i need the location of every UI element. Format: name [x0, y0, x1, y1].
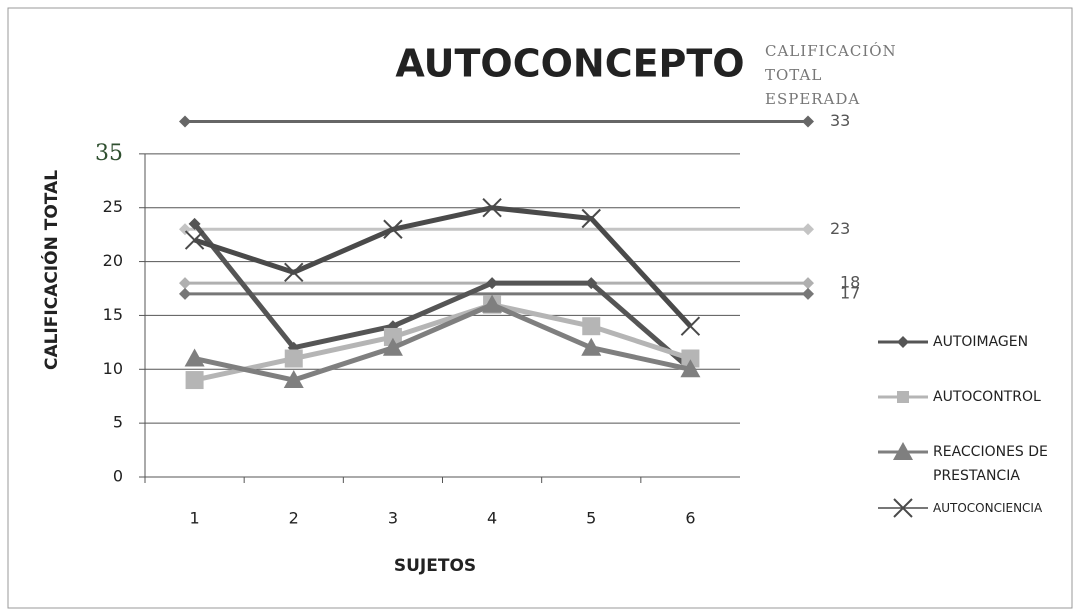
- series-line: [193, 205, 693, 328]
- marker: [582, 317, 601, 336]
- y-tick-label: 0: [113, 467, 123, 486]
- marker: [482, 294, 503, 313]
- marker: [897, 336, 909, 348]
- x-tick-label: 3: [388, 509, 398, 528]
- marker: [581, 337, 602, 356]
- marker: [184, 230, 205, 250]
- legend-label: AUTOIMAGEN: [933, 334, 1029, 350]
- x-axis-label: SUJETOS: [394, 556, 476, 576]
- marker: [382, 337, 403, 356]
- marker: [185, 371, 204, 390]
- x-tick-label: 2: [289, 509, 299, 528]
- legend-label: REACCIONES DE PRESTANCIA: [933, 444, 1048, 484]
- marker: [188, 217, 201, 230]
- marker: [802, 223, 814, 236]
- legend-label: AUTOCONCIENCIA: [933, 501, 1043, 515]
- marker: [680, 316, 701, 336]
- reference-label: 23: [830, 219, 850, 238]
- marker: [897, 391, 909, 403]
- y-tick-label: 10: [103, 359, 123, 378]
- marker: [802, 115, 814, 128]
- marker: [681, 349, 700, 368]
- legend-label: AUTOCONTROL: [933, 389, 1041, 405]
- x-tick-label: 4: [487, 509, 497, 528]
- annotation: CALIFICACIÓN TOTAL ESPERADA: [765, 42, 897, 108]
- y-tick-label: 25: [103, 197, 123, 216]
- marker: [383, 327, 402, 346]
- marker: [893, 498, 913, 518]
- series-line: [192, 222, 693, 372]
- marker: [680, 359, 701, 378]
- marker: [284, 349, 303, 368]
- marker: [383, 219, 403, 239]
- y-tick-label: 35: [95, 141, 123, 166]
- x-tick-label: 1: [189, 509, 199, 528]
- marker: [283, 370, 304, 389]
- marker: [581, 208, 601, 229]
- x-tick-label: 6: [685, 509, 695, 528]
- marker: [284, 262, 304, 283]
- marker: [482, 198, 502, 218]
- marker: [893, 442, 913, 460]
- marker: [179, 277, 191, 290]
- reference-label: 17: [840, 283, 860, 302]
- y-axis-label: CALIFICACIÓN TOTAL: [40, 170, 62, 370]
- reference-label: 33: [830, 111, 850, 130]
- marker: [179, 115, 191, 128]
- marker: [585, 277, 598, 290]
- marker: [179, 287, 191, 300]
- chart-title: AUTOCONCEPTO: [395, 42, 744, 86]
- y-tick-label: 5: [113, 413, 123, 432]
- marker: [184, 348, 205, 367]
- y-tick-label: 15: [103, 305, 123, 324]
- y-tick-label: 20: [103, 251, 123, 270]
- reference-label: 18: [840, 273, 860, 292]
- marker: [802, 277, 814, 290]
- chart-border: [7, 7, 1073, 609]
- x-tick-label: 5: [586, 509, 596, 528]
- marker: [802, 287, 814, 300]
- marker: [486, 277, 499, 290]
- series-line: [194, 302, 692, 383]
- series-line: [194, 302, 691, 383]
